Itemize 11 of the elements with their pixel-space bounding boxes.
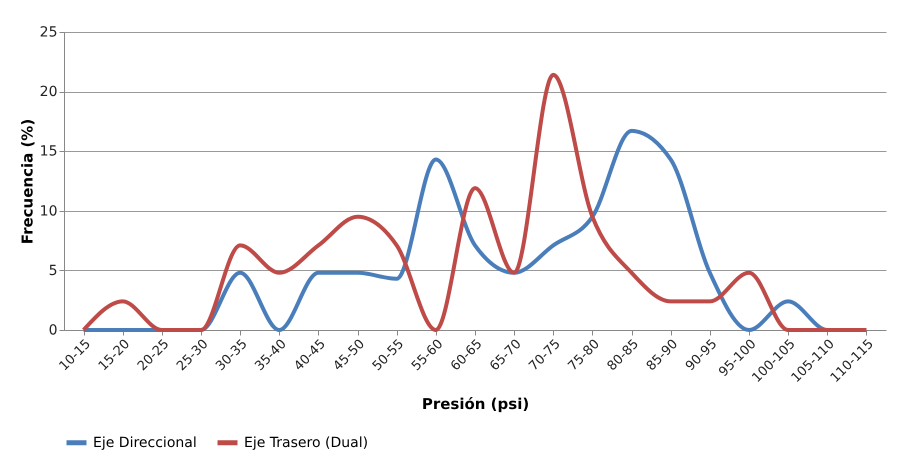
y-tick-label: 10 xyxy=(40,203,58,220)
legend-label: Eje Trasero (Dual) xyxy=(244,434,368,451)
line-series xyxy=(82,72,868,332)
y-tick-label: 15 xyxy=(40,144,58,160)
y-axis-title: Frecuencia (%) xyxy=(18,118,37,244)
y-tick-label: 20 xyxy=(40,84,58,100)
y-tick-label: 5 xyxy=(48,262,58,279)
y-tick-label: 0 xyxy=(48,322,58,338)
x-axis-title: Presión (psi) xyxy=(422,395,530,414)
legend-label: Eje Direccional xyxy=(93,434,197,451)
y-tick-label: 25 xyxy=(40,24,58,40)
